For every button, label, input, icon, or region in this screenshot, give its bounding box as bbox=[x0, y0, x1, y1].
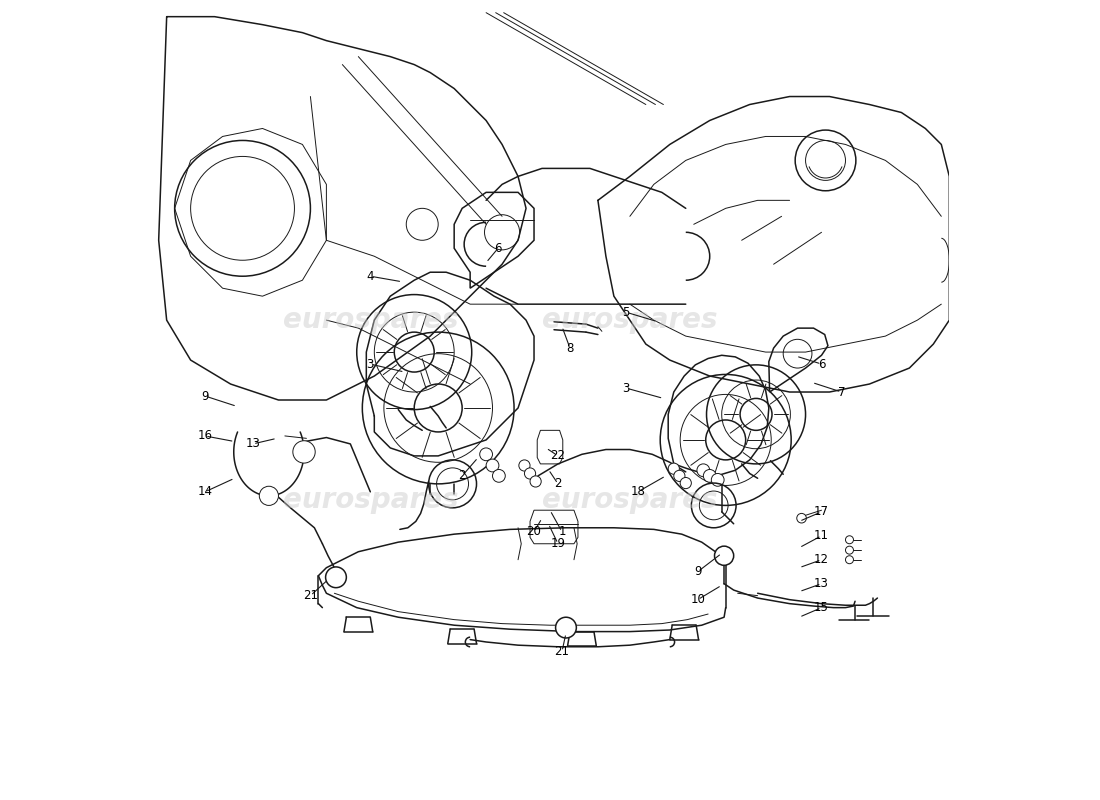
Circle shape bbox=[697, 464, 710, 477]
Text: 17: 17 bbox=[814, 506, 829, 518]
Text: 6: 6 bbox=[494, 242, 502, 254]
Text: 15: 15 bbox=[814, 601, 829, 614]
Text: 10: 10 bbox=[691, 593, 705, 606]
Text: 18: 18 bbox=[630, 486, 646, 498]
Text: 2: 2 bbox=[459, 470, 466, 482]
Text: 2: 2 bbox=[554, 478, 562, 490]
Circle shape bbox=[556, 618, 576, 638]
Circle shape bbox=[260, 486, 278, 506]
Circle shape bbox=[846, 556, 854, 564]
Circle shape bbox=[326, 567, 346, 588]
Circle shape bbox=[668, 463, 680, 474]
Text: 9: 9 bbox=[694, 566, 702, 578]
Text: 3: 3 bbox=[366, 358, 374, 370]
Text: eurospares: eurospares bbox=[283, 306, 458, 334]
Text: 19: 19 bbox=[550, 538, 565, 550]
Text: 22: 22 bbox=[550, 450, 565, 462]
Text: 14: 14 bbox=[198, 486, 212, 498]
Text: 3: 3 bbox=[623, 382, 629, 394]
Text: eurospares: eurospares bbox=[542, 306, 717, 334]
Text: 13: 13 bbox=[814, 577, 829, 590]
Circle shape bbox=[293, 441, 316, 463]
Circle shape bbox=[493, 470, 505, 482]
Text: 7: 7 bbox=[838, 386, 845, 398]
Text: 5: 5 bbox=[623, 306, 629, 318]
Text: 11: 11 bbox=[814, 530, 829, 542]
Circle shape bbox=[519, 460, 530, 471]
Text: 21: 21 bbox=[302, 589, 318, 602]
Text: 1: 1 bbox=[558, 526, 565, 538]
Circle shape bbox=[674, 470, 685, 482]
Text: 4: 4 bbox=[366, 270, 374, 282]
Circle shape bbox=[480, 448, 493, 461]
Text: eurospares: eurospares bbox=[542, 486, 717, 514]
Text: 21: 21 bbox=[554, 645, 570, 658]
Text: eurospares: eurospares bbox=[283, 486, 458, 514]
Circle shape bbox=[846, 536, 854, 544]
Text: 9: 9 bbox=[201, 390, 209, 402]
Circle shape bbox=[703, 470, 716, 482]
Text: 16: 16 bbox=[198, 430, 212, 442]
Circle shape bbox=[530, 476, 541, 487]
Circle shape bbox=[712, 474, 724, 486]
Text: 13: 13 bbox=[245, 438, 261, 450]
Text: 8: 8 bbox=[566, 342, 574, 354]
Circle shape bbox=[715, 546, 734, 566]
Text: 20: 20 bbox=[527, 526, 541, 538]
Circle shape bbox=[846, 546, 854, 554]
Circle shape bbox=[680, 478, 692, 489]
Circle shape bbox=[796, 514, 806, 523]
Text: 12: 12 bbox=[814, 554, 829, 566]
Circle shape bbox=[525, 468, 536, 479]
Circle shape bbox=[486, 459, 499, 472]
Text: 6: 6 bbox=[817, 358, 825, 370]
